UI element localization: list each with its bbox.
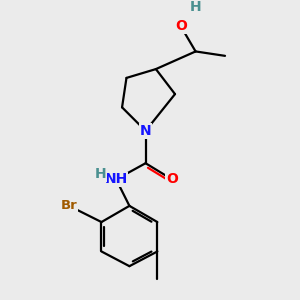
Text: O: O: [166, 172, 178, 186]
Text: O: O: [175, 20, 187, 33]
Text: H: H: [95, 167, 107, 181]
Text: Br: Br: [61, 200, 77, 212]
Text: N: N: [140, 124, 152, 138]
Text: NH: NH: [104, 172, 128, 186]
Text: H: H: [190, 0, 201, 14]
